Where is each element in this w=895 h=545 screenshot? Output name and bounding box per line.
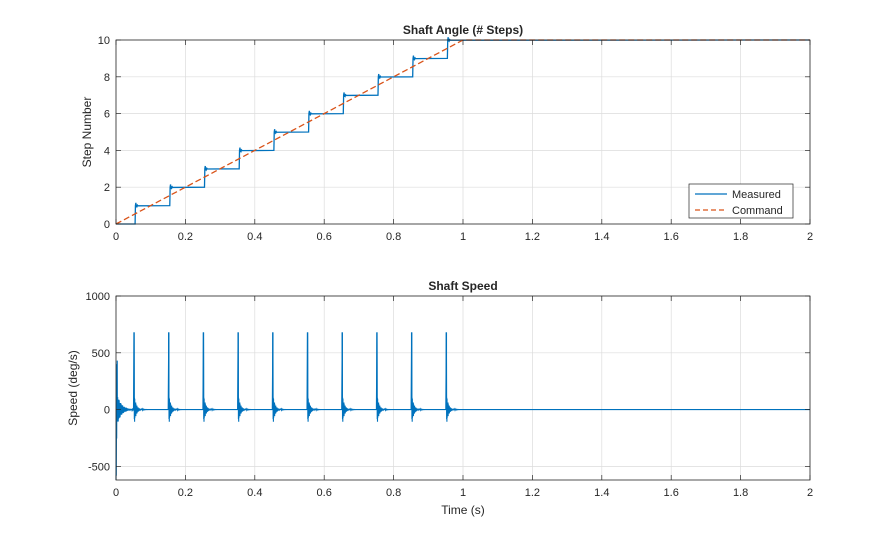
legend-box: [688, 183, 794, 219]
ax1-ytick-label: 2: [104, 182, 110, 194]
shaft-angle-ticks: 0 0.2 0.4 0.6 0.8 1 1.2 1.4 1.6 1.8 2 0 2 4 6 8 10: [98, 35, 813, 243]
ax2-xtick-label: 0.8: [386, 487, 401, 499]
shaft-speed-ticks: 0 0.2 0.4 0.6 0.8 1 1.2 1.4 1.6 1.8 2 -500 0 500 1000: [86, 291, 814, 499]
ax2-xtick-label: 0.2: [178, 487, 193, 499]
ax1-ytick-label: 8: [104, 72, 110, 84]
ax2-xtick-label: 0.6: [317, 487, 332, 499]
ax1-xtick-label: 0.2: [178, 231, 193, 243]
measured-series-line: [116, 37, 811, 225]
ax1-ytick-label: 0: [104, 219, 110, 231]
ax1-xtick-label: 0.6: [317, 231, 332, 243]
ax2-ytick-label: 1000: [86, 291, 110, 303]
legend-command-label: Command: [732, 205, 783, 217]
ax2-xtick-label: 1.2: [525, 487, 540, 499]
shaft-angle-ylabel: Step Number: [80, 97, 94, 168]
ax1-ytick-label: 6: [104, 109, 110, 121]
ax2-xtick-label: 1.6: [664, 487, 679, 499]
shaft-angle-title: Shaft Angle (# Steps): [403, 23, 523, 37]
shaft-angle-axes: 0 0.2 0.4 0.6 0.8 1 1.2 1.4 1.6 1.8 2 0 2 4 6 8 10 Shaft…: [80, 23, 813, 243]
shaft-speed-ylabel: Speed (deg/s): [66, 350, 80, 425]
ax2-xtick-label: 0: [113, 487, 119, 499]
ax2-ytick-label: 500: [92, 348, 110, 360]
shaft-speed-axes: 0 0.2 0.4 0.6 0.8 1 1.2 1.4 1.6 1.8 2-50005001000 …: [66, 279, 813, 517]
ax2-ytick-label: -500: [88, 461, 110, 473]
legend: Measured Command: [688, 183, 794, 219]
ax1-xtick-label: 2: [807, 231, 813, 243]
shaft-speed-xlabel: Time (s): [441, 503, 485, 517]
ax1-xtick-label: 0.4: [247, 231, 262, 243]
speed-series-line: [115, 332, 810, 481]
ax1-xtick-label: 1.8: [733, 231, 748, 243]
ax2-xtick-label: 1.8: [733, 487, 748, 499]
ax1-xtick-label: 0.8: [386, 231, 401, 243]
ax1-ytick-label: 4: [104, 145, 110, 157]
shaft-speed-lines: [115, 332, 810, 481]
ax2-xtick-label: 1.4: [594, 487, 609, 499]
ax1-xtick-label: 1.2: [525, 231, 540, 243]
shaft-speed-title: Shaft Speed: [428, 279, 497, 293]
ax1-xtick-label: 1.4: [594, 231, 609, 243]
ax1-xtick-label: 1: [460, 231, 466, 243]
ax1-xtick-label: 0: [113, 231, 119, 243]
ax2-ytick-label: 0: [104, 405, 110, 417]
ax1-xtick-label: 1.6: [664, 231, 679, 243]
legend-measured-label: Measured: [732, 189, 781, 201]
ax1-ytick-label: 10: [98, 35, 110, 47]
ax2-xtick-label: 2: [807, 487, 813, 499]
ax2-xtick-label: 1: [460, 487, 466, 499]
ax2-xtick-label: 0.4: [247, 487, 262, 499]
